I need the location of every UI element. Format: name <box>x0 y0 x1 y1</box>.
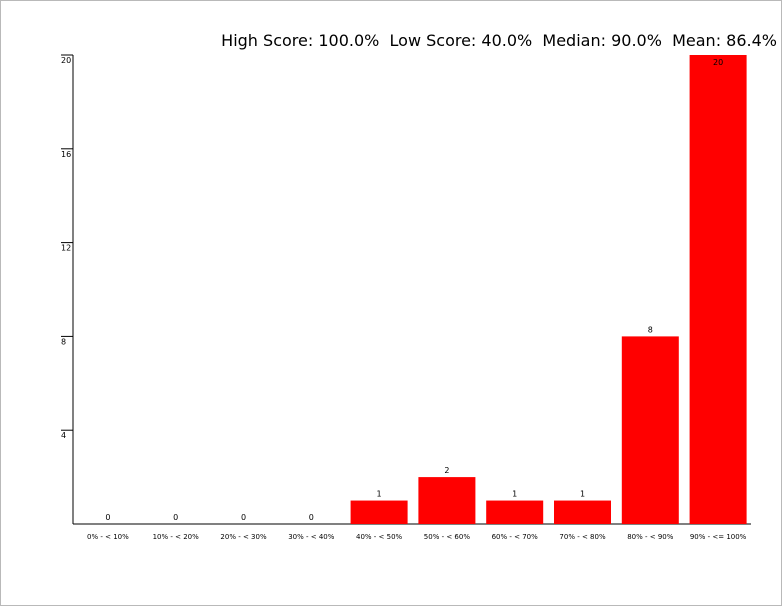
x-category-label: 80% - < 90% <box>627 533 674 541</box>
bar <box>418 477 476 524</box>
bar-value-label: 0 <box>173 513 178 522</box>
x-category-label: 60% - < 70% <box>492 533 539 541</box>
x-category-label: 10% - < 20% <box>153 533 200 541</box>
bar-value-label: 20 <box>713 58 723 67</box>
y-tick-label: 4 <box>61 431 66 440</box>
bar <box>554 500 611 524</box>
bar-value-label: 8 <box>648 325 653 334</box>
low-score-label: Low Score: <box>389 31 477 50</box>
x-category-label: 90% - <= 100% <box>690 533 747 541</box>
x-category-label: 70% - < 80% <box>559 533 606 541</box>
bars <box>350 55 747 524</box>
high-score-label: High Score: <box>221 31 314 50</box>
x-axis-labels: 0% - < 10% 10% - < 20% 20% - < 30% 30% - < … <box>87 533 747 541</box>
bar <box>621 336 679 524</box>
bar-value-label: 1 <box>580 490 585 499</box>
x-category-label: 50% - < 60% <box>424 533 471 541</box>
bar-value-label: 0 <box>241 513 246 522</box>
y-tick-label: 8 <box>61 337 66 346</box>
y-tick-label: 20 <box>61 56 71 65</box>
high-score-value: 100.0% <box>318 31 380 50</box>
x-category-label: 30% - < 40% <box>288 533 335 541</box>
bar <box>689 55 747 524</box>
bar-value-label: 0 <box>105 513 110 522</box>
bar-value-label: 2 <box>444 466 449 475</box>
score-summary: High Score: 100.0% Low Score: 40.0% Medi… <box>221 31 777 50</box>
bar-value-label: 0 <box>309 513 314 522</box>
median-label: Median: <box>542 31 606 50</box>
bar-value-label: 1 <box>377 490 382 499</box>
median-value: 90.0% <box>611 31 662 50</box>
value-labels: 0 0 0 0 1 2 1 1 8 20 <box>105 58 723 522</box>
y-tick-label: 16 <box>61 150 71 159</box>
bar <box>350 500 408 524</box>
y-tick-label: 12 <box>61 244 71 253</box>
x-category-label: 40% - < 50% <box>356 533 403 541</box>
x-category-label: 0% - < 10% <box>87 533 129 541</box>
low-score-value: 40.0% <box>481 31 533 50</box>
bar <box>486 500 544 524</box>
mean-value: 86.4% <box>726 31 777 50</box>
mean-label: Mean: <box>672 31 722 50</box>
bar-value-label: 1 <box>512 490 517 499</box>
x-category-label: 20% - < 30% <box>220 533 267 541</box>
